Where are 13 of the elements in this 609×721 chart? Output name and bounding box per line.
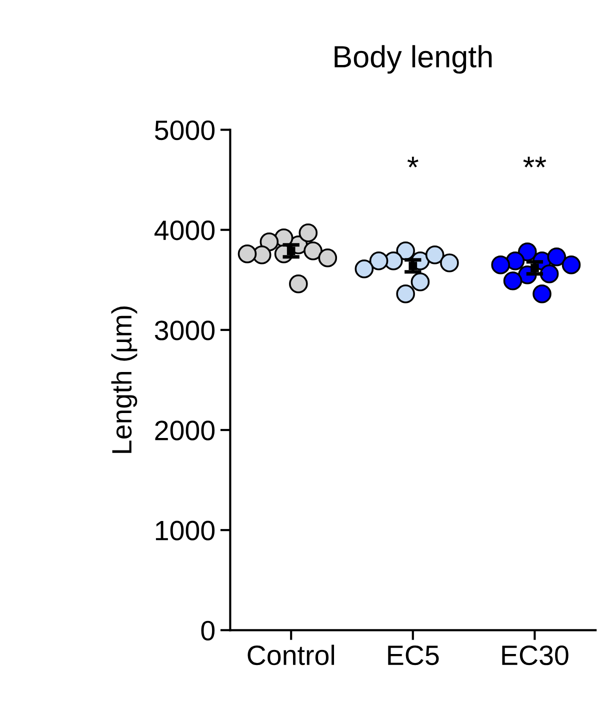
y-axis-title: Length (µm) xyxy=(111,306,138,453)
y-tick-label: 5000 xyxy=(154,120,215,140)
y-tick-label: 0 xyxy=(201,620,215,640)
chart-title: Body length xyxy=(334,45,492,74)
x-tick-label: EC30 xyxy=(502,645,568,666)
y-tick-label: 2000 xyxy=(155,420,215,440)
x-tick-label: Control xyxy=(248,644,334,666)
y-tick-label: 3000 xyxy=(154,320,215,340)
annotation: * xyxy=(407,156,418,168)
y-tick-label: 1000 xyxy=(156,520,215,540)
x-tick-label: EC5 xyxy=(388,645,439,666)
annotation: ** xyxy=(523,156,546,168)
y-tick-label: 4000 xyxy=(154,220,215,240)
